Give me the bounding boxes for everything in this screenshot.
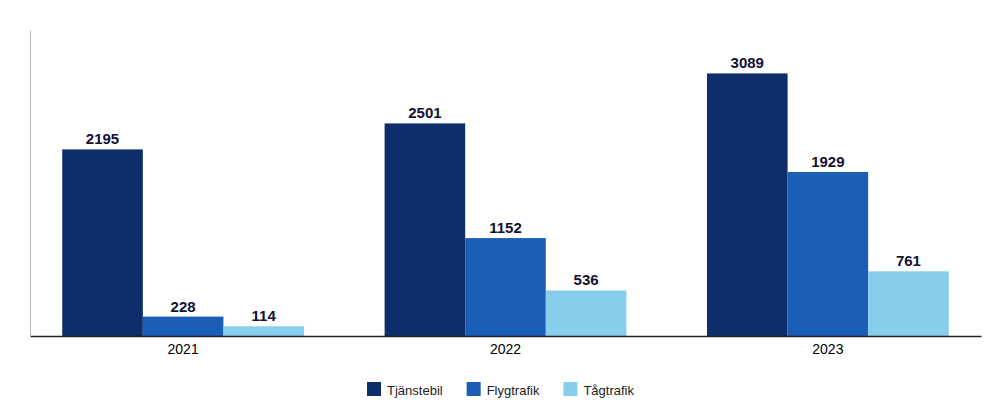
data-label: 228 [171, 298, 196, 315]
data-label: 536 [574, 271, 599, 288]
x-tick-label: 2021 [168, 341, 199, 357]
legend-item: Flygtrafik [467, 382, 540, 398]
legend-swatch [367, 382, 381, 396]
data-label: 114 [252, 307, 277, 324]
legend-label: Tågtrafik [583, 383, 634, 398]
x-tick-label: 2023 [812, 341, 843, 357]
legend-swatch [467, 382, 481, 396]
bar [62, 149, 143, 336]
bar [868, 271, 949, 336]
chart: 2195 2501 3089 228 1152 1929 114 536 761 2021 2022… [0, 0, 1001, 416]
legend-item: Tågtrafik [563, 382, 634, 398]
data-label: 2195 [86, 130, 119, 147]
data-label: 3089 [731, 54, 764, 71]
bar [707, 73, 788, 336]
data-labels: 2195 2501 3089 228 1152 1929 114 536 761 [86, 54, 921, 324]
bar-series [143, 172, 868, 336]
x-axis-line [31, 336, 982, 338]
data-label: 1152 [489, 219, 522, 236]
legend-swatch [563, 382, 577, 396]
data-label: 761 [896, 252, 921, 269]
bar [465, 238, 546, 336]
bar [143, 317, 224, 336]
data-label: 2501 [408, 104, 441, 121]
bar [788, 172, 869, 336]
y-axis-line [30, 31, 31, 337]
legend-label: Flygtrafik [487, 383, 540, 398]
y-axis [30, 31, 31, 337]
legend-label: Tjänstebil [387, 383, 443, 398]
bar-series [223, 271, 948, 336]
plot: 2195 2501 3089 228 1152 1929 114 536 761 2021 2022… [31, 31, 982, 357]
x-tick-label: 2022 [490, 341, 521, 357]
bars [62, 73, 949, 336]
bar [385, 123, 466, 336]
x-tick: 2021 [168, 336, 199, 357]
x-axis: 2021 2022 2023 [31, 336, 982, 357]
legend: Tjänstebil Flygtrafik Tågtrafik [367, 382, 634, 398]
bar [546, 290, 627, 336]
legend-item: Tjänstebil [367, 382, 443, 398]
x-tick: 2022 [490, 336, 521, 357]
data-label: 1929 [811, 153, 844, 170]
bar-series [62, 73, 787, 336]
bar [223, 326, 304, 336]
x-tick: 2023 [812, 336, 843, 357]
